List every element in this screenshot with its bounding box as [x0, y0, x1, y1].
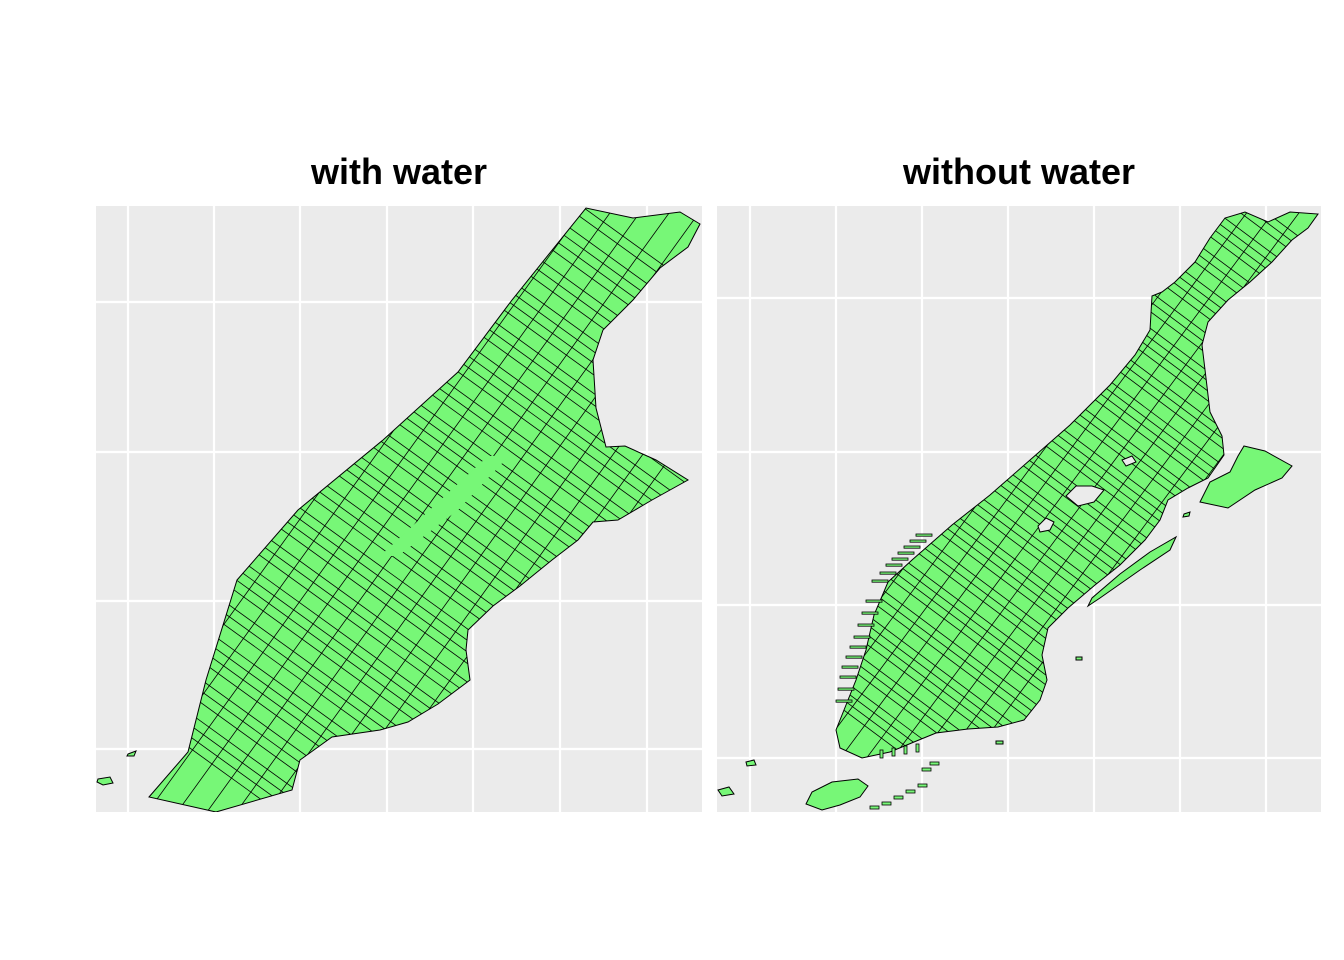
small-island — [717, 786, 735, 797]
panel-title-with-water: with water — [310, 151, 488, 192]
small-island — [96, 776, 114, 786]
pond — [1121, 455, 1137, 467]
map-panel-without-water — [717, 206, 1321, 812]
piers — [835, 533, 940, 810]
roosevelt-randalls-island — [1199, 445, 1293, 509]
reservoir — [1065, 485, 1105, 507]
small-island — [1182, 511, 1191, 518]
central-park — [380, 456, 509, 556]
map-panel-with-water — [96, 206, 702, 812]
roosevelt-island — [1086, 535, 1178, 608]
small-island — [1075, 656, 1083, 661]
lake — [1037, 517, 1055, 533]
small-island — [745, 759, 757, 767]
panel-title-without-water: without water — [903, 151, 1135, 192]
small-island — [126, 750, 137, 757]
small-island — [995, 740, 1004, 745]
governors-island — [805, 778, 869, 811]
